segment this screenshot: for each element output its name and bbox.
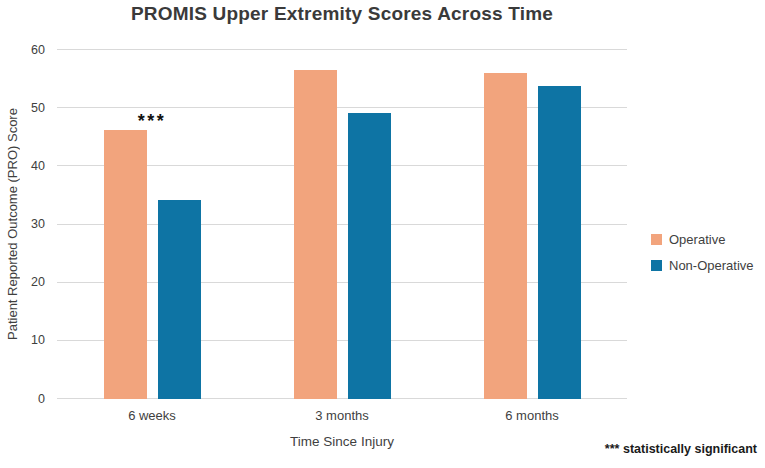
promis-bar-chart: PROMIS Upper Extremity Scores Across Tim…	[0, 0, 765, 468]
y-tick-label-10: 10	[5, 335, 45, 348]
y-tick-label-0: 0	[5, 393, 45, 406]
legend: Operative Non-Operative	[651, 232, 754, 273]
bar-groups: 6 weeks***3 months6 months	[57, 50, 627, 399]
bar-non-operative-6-months	[538, 86, 581, 399]
bar-operative-6-months	[484, 73, 527, 399]
category-group-6-months: 6 months	[437, 50, 627, 399]
bar-operative-6-weeks	[104, 130, 147, 399]
legend-item-non-operative: Non-Operative	[651, 258, 754, 273]
legend-label-operative: Operative	[669, 232, 725, 247]
significance-footnote: *** statistically significant	[605, 442, 757, 456]
y-tick-label-20: 20	[5, 276, 45, 289]
bar-non-operative-6-weeks	[158, 200, 201, 399]
legend-item-operative: Operative	[651, 232, 754, 247]
bar-operative-3-months	[294, 70, 337, 399]
category-group-3-months: 3 months	[247, 50, 437, 399]
x-tick-label-6-weeks: 6 weeks	[57, 408, 247, 423]
y-tick-label-30: 30	[5, 218, 45, 231]
y-tick-label-50: 50	[5, 102, 45, 115]
x-axis-label: Time Since Injury	[57, 434, 627, 449]
chart-title: PROMIS Upper Extremity Scores Across Tim…	[57, 3, 627, 25]
bar-non-operative-3-months	[348, 113, 391, 399]
x-tick-label-6-months: 6 months	[437, 408, 627, 423]
legend-label-non-operative: Non-Operative	[669, 258, 754, 273]
legend-swatch-operative	[651, 234, 662, 245]
plot-area: 01020304050606 weeks***3 months6 months	[57, 50, 627, 399]
category-group-6-weeks: 6 weeks***	[57, 50, 247, 399]
y-tick-label-60: 60	[5, 44, 45, 57]
x-tick-label-3-months: 3 months	[247, 408, 437, 423]
y-tick-label-40: 40	[5, 160, 45, 173]
legend-swatch-non-operative	[651, 260, 662, 271]
significance-marker-6-weeks: ***	[138, 112, 167, 130]
